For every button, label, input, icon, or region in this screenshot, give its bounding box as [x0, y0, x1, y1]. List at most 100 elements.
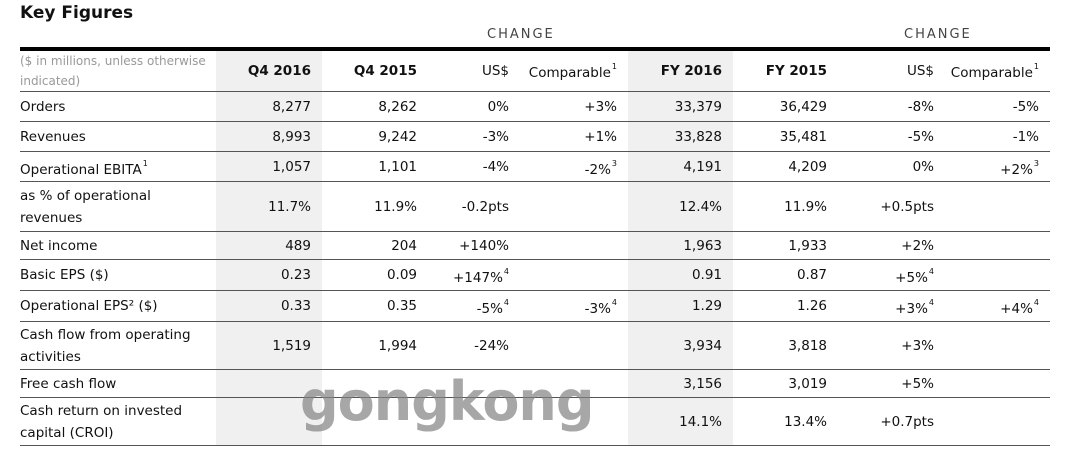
table-cell: +4%4	[945, 290, 1050, 322]
cell-value: 11.9%	[374, 198, 417, 215]
column-header-label: Q4 2015	[353, 63, 417, 79]
cell-value: 1,057	[272, 158, 311, 175]
cell-value: 1,963	[683, 237, 722, 254]
table-cell	[945, 321, 1050, 370]
cell-value: 0%	[487, 98, 509, 115]
row-label: Basic EPS ($)	[20, 259, 216, 291]
table-cell: 0%	[838, 151, 945, 182]
row-label-text: Basic EPS ($)	[20, 267, 109, 283]
table-cell	[322, 397, 428, 446]
unit-note: ($ in millions, unless otherwise indicat…	[20, 54, 206, 88]
table-row: Operational EBITA1 1,057 1,101 -4% -2%3 4,191…	[20, 151, 1050, 182]
table-row: Cash flow from operating activities 1,519…	[20, 321, 1050, 370]
footnote-marker: 4	[503, 298, 509, 307]
footnote-marker: 4	[611, 298, 617, 307]
table-cell: 1,933	[733, 231, 838, 260]
table-cell: 4,191	[628, 151, 733, 182]
table-cell: 489	[216, 231, 322, 260]
table-cell	[945, 181, 1050, 232]
footnote-marker: 4	[1033, 298, 1039, 307]
row-label: Net income	[20, 231, 216, 260]
cell-value: 1,101	[378, 158, 417, 175]
table-cell	[428, 397, 520, 446]
column-header-label: FY 2015	[765, 63, 827, 79]
table-cell: 8,993	[216, 121, 322, 152]
fy-change-group-label: CHANGE	[904, 27, 972, 42]
table-cell: 1,994	[322, 321, 428, 370]
row-label: Cash flow from operating activities	[20, 321, 216, 370]
table-row: Free cash flow 3,156 3,019 +5%	[20, 369, 1050, 398]
cell-value: +5%	[895, 270, 928, 286]
table-cell: 8,277	[216, 91, 322, 122]
table-cell: 12.4%	[628, 181, 733, 232]
cell-value: +0.5pts	[880, 198, 934, 215]
table-cell: +5%4	[838, 259, 945, 291]
row-label-text: Revenues	[20, 128, 86, 145]
row-label: Revenues	[20, 121, 216, 152]
cell-value: 3,019	[788, 375, 827, 392]
cell-value: 4,191	[683, 158, 722, 175]
table-cell: 204	[322, 231, 428, 260]
cell-value: 8,262	[378, 98, 417, 115]
table-cell: +1%	[520, 121, 628, 152]
table-cell: +147%4	[428, 259, 520, 291]
cell-value: 0.09	[386, 267, 417, 283]
row-label-text: Cash flow from operating activities	[20, 326, 191, 365]
table-cell: -24%	[428, 321, 520, 370]
cell-value: 33,828	[674, 128, 722, 145]
cell-value: 11.7%	[268, 198, 311, 215]
footnote-marker: 3	[611, 158, 617, 168]
cell-value: 1.29	[691, 298, 722, 314]
footnote-marker: 3	[1033, 158, 1039, 168]
table-cell: +5%	[838, 369, 945, 398]
table-cell: -5%4	[428, 290, 520, 322]
table-cell: -1%	[945, 121, 1050, 152]
table-cell: +140%	[428, 231, 520, 260]
footnote-marker: 1	[611, 61, 617, 71]
table-row: Basic EPS ($) 0.23 0.09 +147%4 0.91 0.87 +5%4	[20, 259, 1050, 291]
cell-value: 0.87	[796, 267, 827, 283]
table-cell: 35,481	[733, 121, 838, 152]
table-cell	[945, 397, 1050, 446]
table-cell: 1,057	[216, 151, 322, 182]
table-cell	[520, 181, 628, 232]
table-cell	[520, 259, 628, 291]
cell-value: -8%	[907, 98, 934, 115]
table-cell: 36,429	[733, 91, 838, 122]
table-cell: +0.7pts	[838, 397, 945, 446]
cell-value: 0.23	[280, 267, 311, 283]
row-label-text: Cash return on invested capital (CROI)	[20, 402, 183, 441]
cell-value: 1,519	[272, 337, 311, 354]
table-cell: 0.35	[322, 290, 428, 322]
row-label: Orders	[20, 91, 216, 122]
table-cell: 3,156	[628, 369, 733, 398]
table-cell	[428, 369, 520, 398]
cell-value: -24%	[474, 337, 509, 354]
column-header-label: Q4 2016	[247, 63, 311, 79]
cell-value: 13.4%	[784, 413, 827, 430]
column-header-label: Comparable	[950, 64, 1033, 81]
table-cell: 11.9%	[733, 181, 838, 232]
table-cell: 9,242	[322, 121, 428, 152]
table-cell: 1.29	[628, 290, 733, 322]
cell-value: 9,242	[378, 128, 417, 145]
table-cell: +0.5pts	[838, 181, 945, 232]
watermark: gongkong	[300, 370, 595, 433]
table-cell	[945, 259, 1050, 291]
table-cell: 0.91	[628, 259, 733, 291]
row-label-text: Orders	[20, 98, 66, 115]
column-header: Comparable1	[520, 49, 628, 92]
table-cell: 13.4%	[733, 397, 838, 446]
table-cell: +2%3	[945, 151, 1050, 182]
column-header: US$	[428, 49, 520, 92]
cell-value: -1%	[1012, 128, 1039, 145]
cell-value: 8,277	[272, 98, 311, 115]
row-label-text: Operational EPS² ($)	[20, 298, 158, 314]
table-row: Net income 489 204 +140% 1,963 1,933 +2%	[20, 231, 1050, 260]
table-cell	[216, 397, 322, 446]
cell-value: +4%	[1000, 301, 1033, 317]
cell-value: -5%	[907, 128, 934, 145]
table-row: as % of operational revenues 11.7% 11.9% -0…	[20, 181, 1050, 232]
table-row: Orders 8,277 8,262 0% +3% 33,379 36,429 -8% -5%	[20, 91, 1050, 122]
table-cell	[520, 369, 628, 398]
